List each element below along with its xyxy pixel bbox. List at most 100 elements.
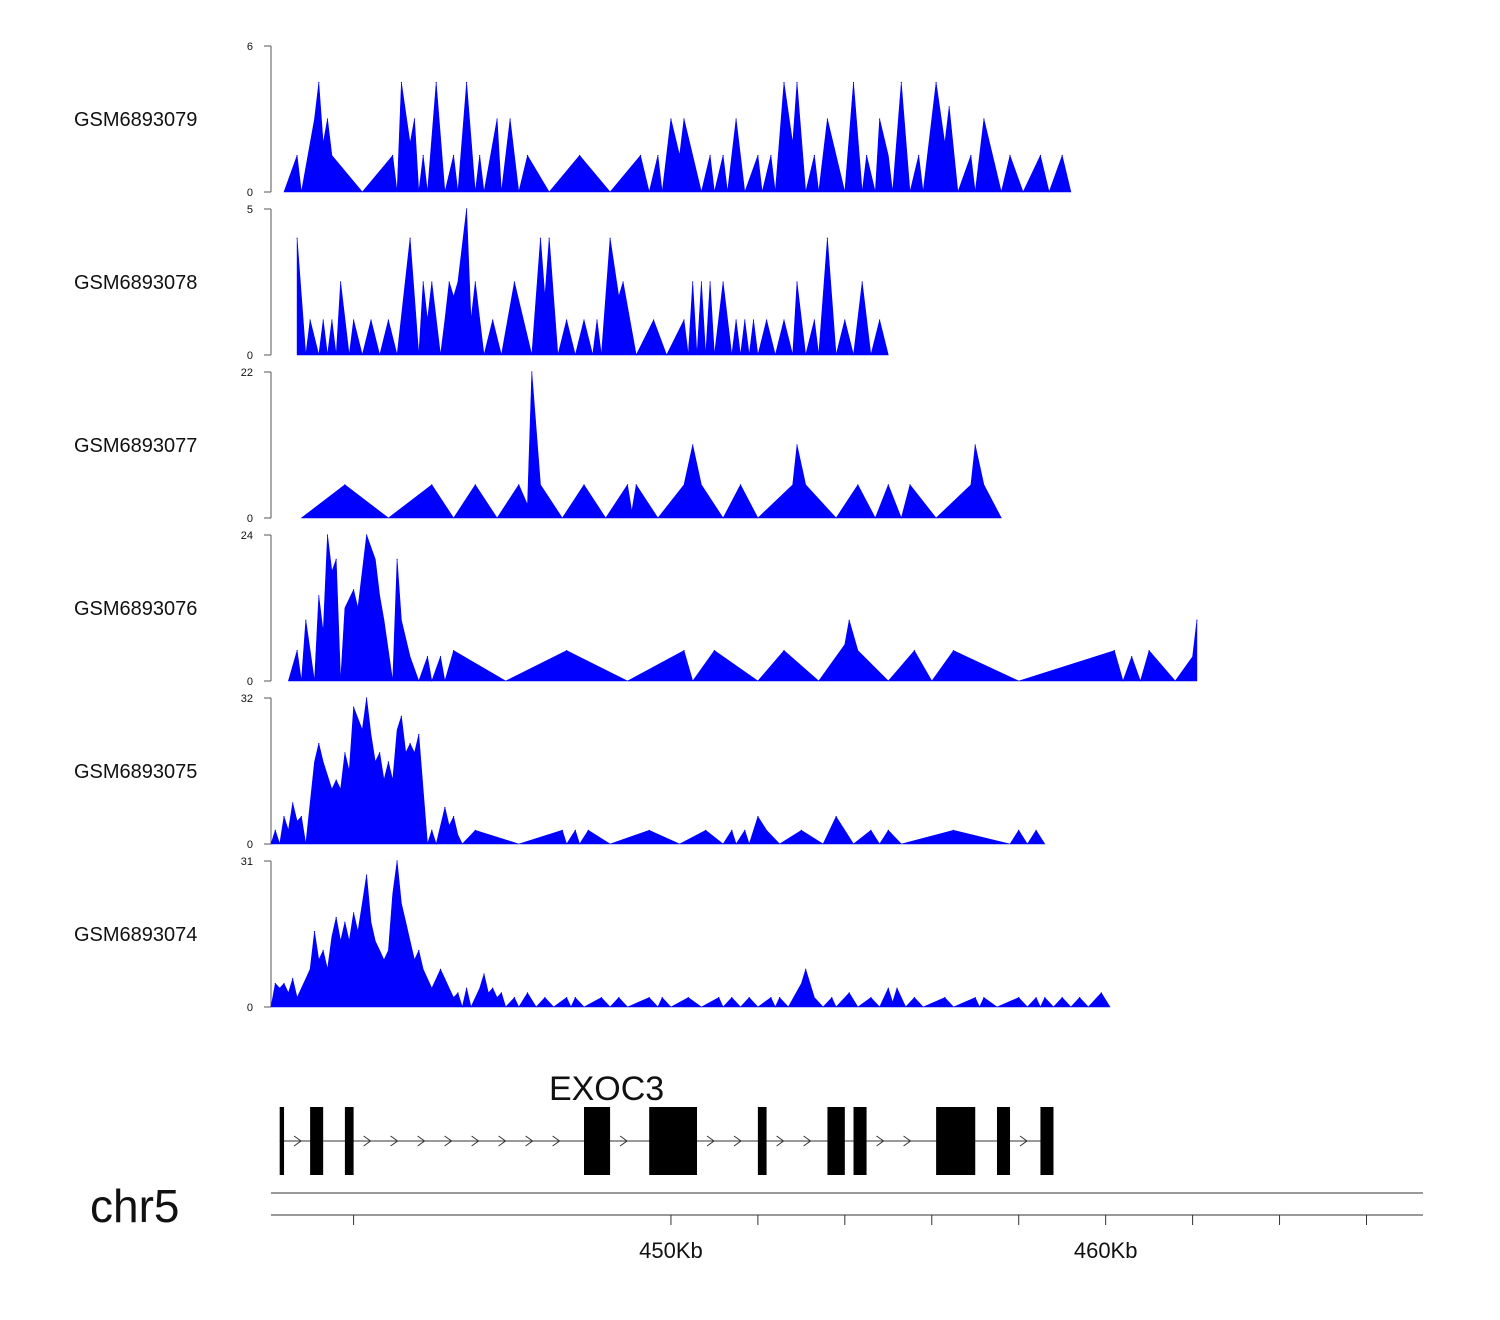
exon-block [936,1107,976,1175]
track-label: GSM6893074 [74,924,197,946]
coverage-peak [400,81,402,84]
coverage-peak [948,106,950,108]
x-tick-label: 460Kb [1074,1238,1138,1263]
coverage-peak [531,371,533,373]
coverage-peak [887,829,889,831]
y-tick-label-min: 0 [247,513,253,525]
strand-arrow [525,1135,534,1147]
coverage-peak [718,997,720,999]
coverage-peak [283,982,285,985]
coverage-peak [292,978,294,980]
coverage-peak [396,558,398,560]
coverage-track: GSM6893078 5 0 [74,204,889,362]
coverage-peak [526,992,529,994]
coverage-peak [766,319,768,321]
coverage-peak [353,589,355,591]
coverage-peak [439,656,442,658]
coverage-peak [900,81,902,84]
coverage-peak [813,154,816,157]
coverage-peak [653,319,655,321]
coverage-peak [418,733,420,736]
coverage-peak [431,484,433,486]
coverage-peak [548,237,550,239]
coverage-peak [896,987,898,989]
coverage-peak [983,997,985,999]
coverage-peak [866,154,868,157]
coverage-peak [635,484,637,486]
coverage-peak [1009,154,1011,157]
strand-arrow [363,1135,372,1147]
coverage-peak [648,829,650,831]
strand-arrow [471,1135,480,1147]
coverage-peak [683,319,685,321]
y-tick-label-min: 0 [247,676,253,688]
coverage-peak [609,237,611,239]
coverage-peak [796,281,798,283]
coverage-peak [692,444,694,446]
coverage-peak [1148,650,1150,652]
coverage-peak [318,595,320,597]
coverage-peak [744,319,746,321]
coverage-peak [752,319,755,321]
coverage-peak [448,281,450,283]
coverage-peak [466,81,468,84]
coverage-peak [566,650,568,652]
coverage-peak [683,650,685,652]
coverage-peak [370,319,372,321]
coverage-peak [779,997,781,999]
coverage-peak [857,484,859,486]
coverage-peak [600,997,603,999]
y-tick-label-min: 0 [247,350,253,362]
coverage-peak [683,118,685,120]
exon-block [1040,1107,1054,1175]
coverage-peak [722,281,724,283]
strand-arrow [776,1135,785,1147]
coverage-peak [648,997,650,999]
coverage-peak [296,650,298,652]
coverage-peak [796,81,798,84]
coverage-peak [335,558,337,560]
coverage-peak [722,154,724,157]
coverage-peak [509,118,511,120]
coverage-peak [574,829,576,831]
coverage-peak [309,319,311,321]
coverage-peak [700,281,703,283]
coverage-peak [735,118,737,120]
coverage-peak [1079,997,1081,999]
coverage-peak [426,656,429,658]
y-tick-label-max: 32 [241,693,253,705]
y-tick-label-max: 22 [241,367,253,379]
coverage-peak [800,829,803,831]
coverage-peak [1061,154,1063,157]
coverage-peak [705,829,707,831]
coverage-peak [852,81,855,84]
track-label: GSM6893078 [74,272,197,294]
exon-block [583,1107,611,1175]
exon-block [996,1107,1011,1175]
coverage-peak [453,154,455,157]
coverage-peak [944,997,946,999]
coverage-peak [831,997,833,999]
coverage-peak [887,484,889,486]
coverage-peak [913,650,916,652]
coverage-peak [670,118,672,120]
coverage-peak [744,829,746,831]
strand-arrow [619,1135,628,1147]
coverage-peak [453,650,455,652]
coverage-peak [709,154,711,157]
coverage-peak [579,154,581,157]
coverage-peak [692,281,694,283]
coverage-track: GSM6893076 24 0 [74,530,1198,688]
coverage-peak [496,118,498,120]
coverage-peak [353,319,355,321]
coverage-peak [1061,997,1063,999]
coverage-peak [870,829,872,831]
coverage-peak [731,997,733,999]
coverage-peak [322,949,324,952]
strand-arrow [417,1135,426,1147]
coverage-area [283,82,1072,194]
strand-arrow [390,1135,399,1147]
coverage-peak [344,752,346,754]
coverage-peak [566,319,568,321]
coverage-peak [1018,997,1020,999]
